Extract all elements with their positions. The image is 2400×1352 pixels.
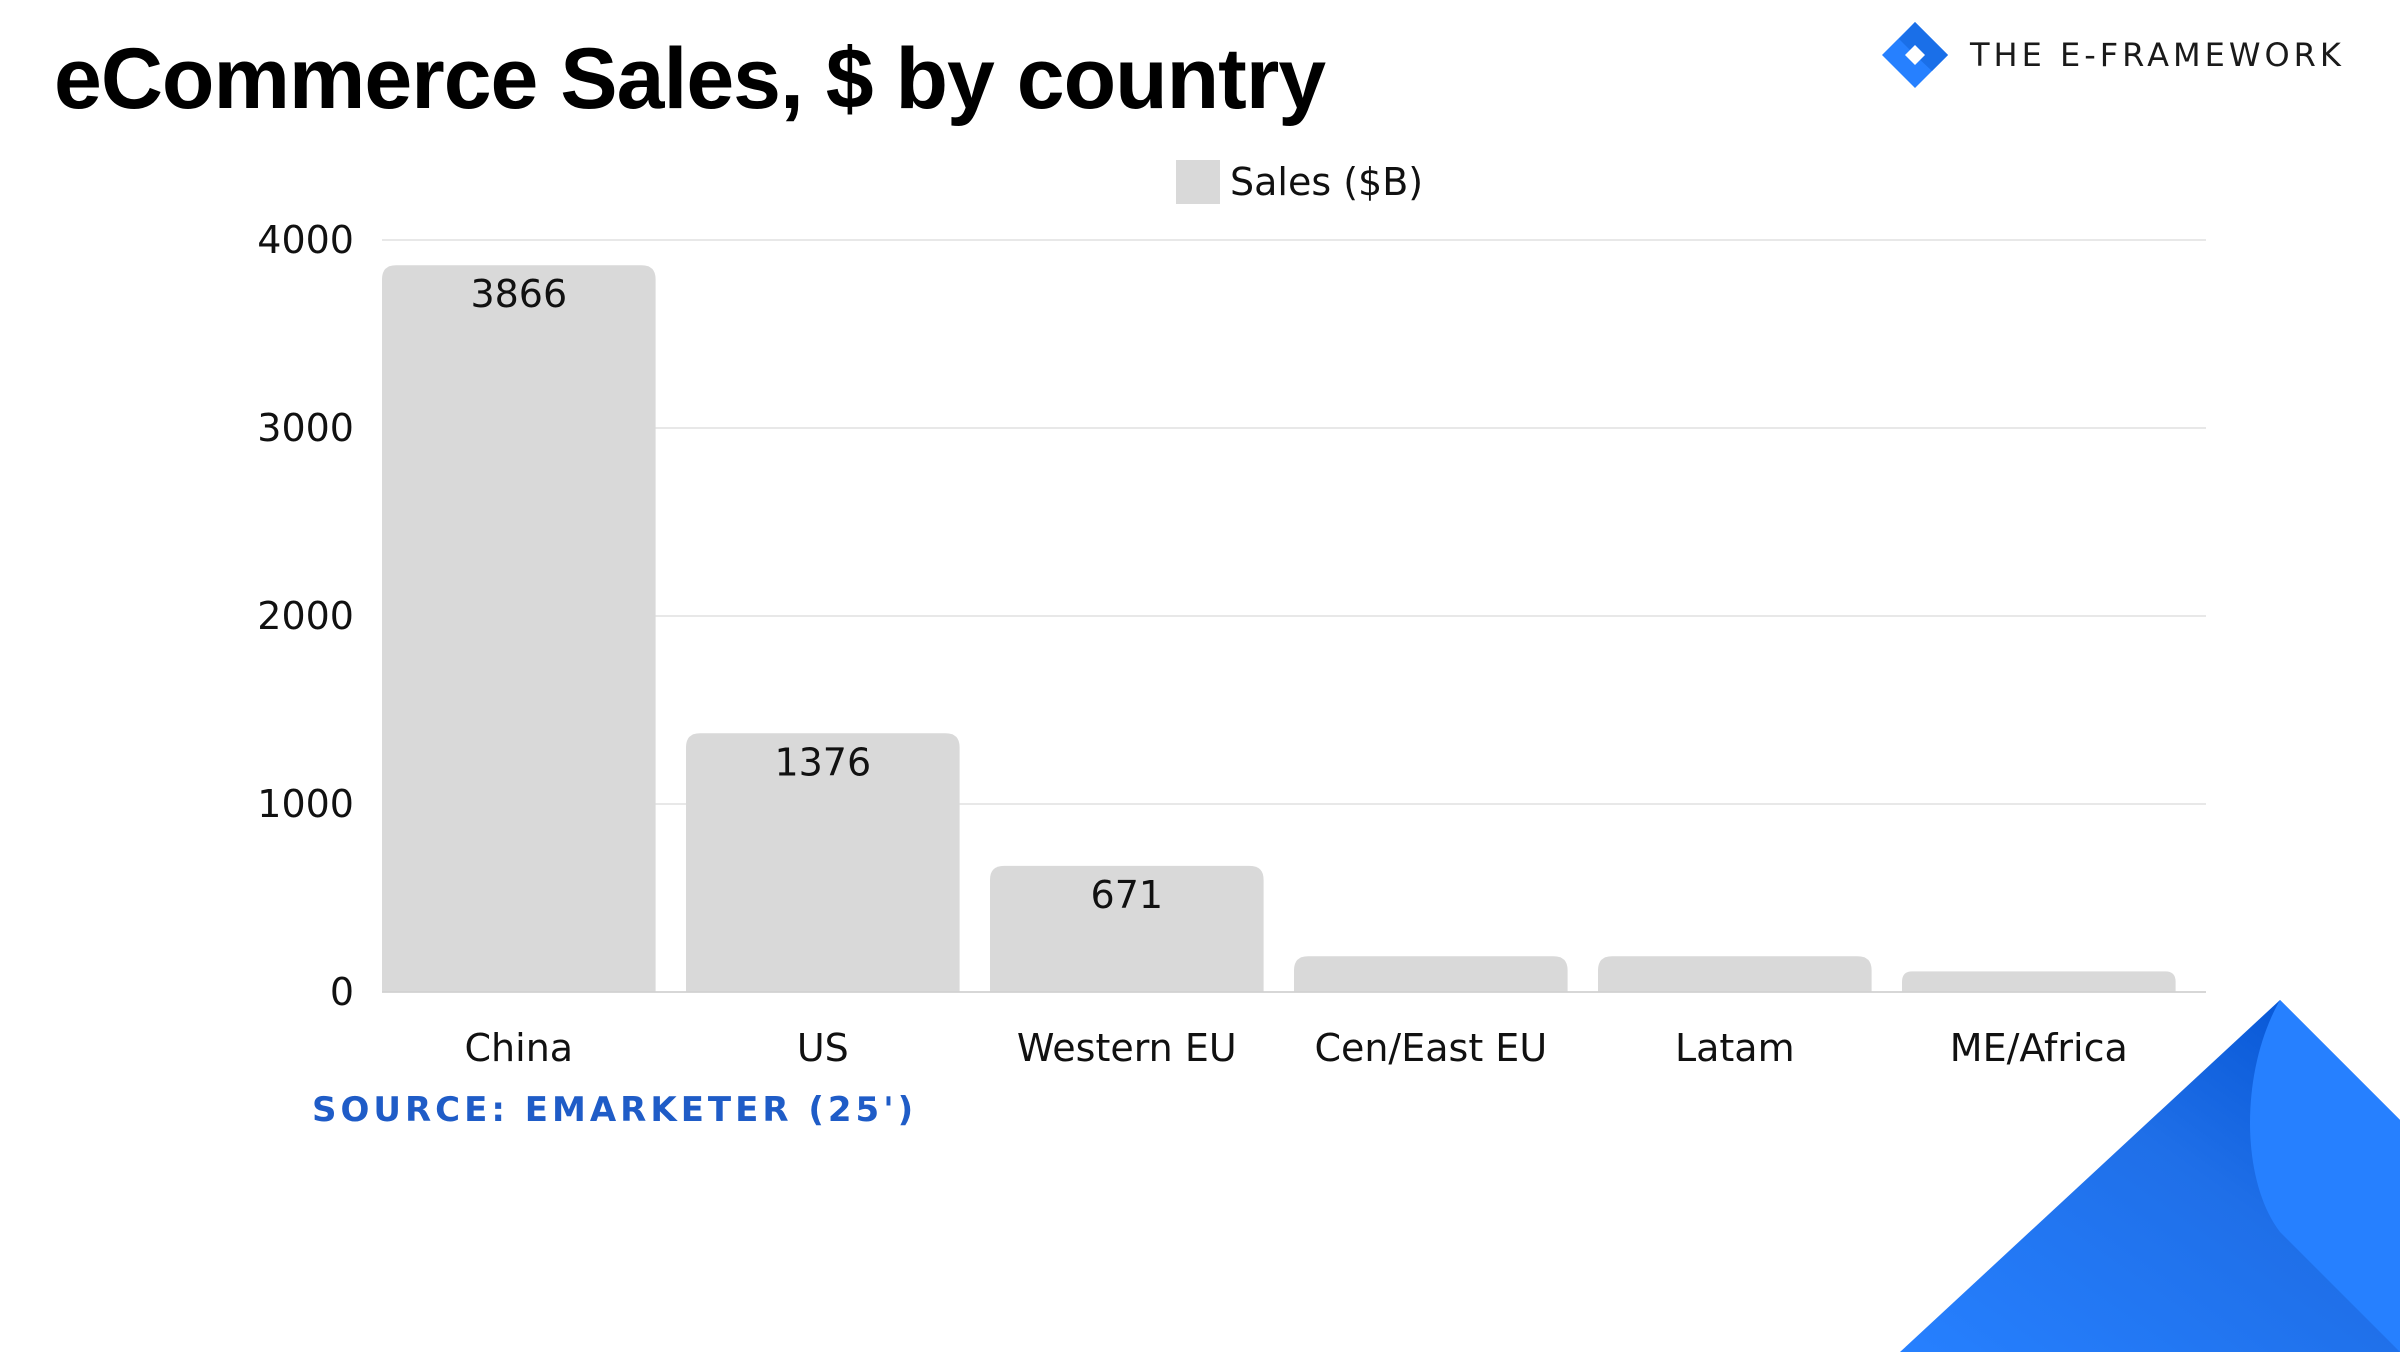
bar [1902, 971, 2176, 992]
y-tick-label: 0 [330, 970, 354, 1014]
y-tick-label: 3000 [257, 406, 354, 450]
x-tick-label: China [465, 1026, 574, 1070]
page-title: eCommerce Sales, $ by country [54, 31, 1326, 127]
x-tick-label: ME/Africa [1950, 1026, 2128, 1070]
y-tick-label: 1000 [257, 782, 354, 826]
bar [990, 865, 1264, 992]
data-label: 1376 [774, 740, 871, 784]
bar [686, 733, 960, 992]
chart-legend: Sales ($B) [1176, 160, 1423, 204]
brand: THE E-FRAMEWORK [1880, 20, 2345, 90]
x-tick-label: US [797, 1026, 849, 1070]
data-label: 671 [1091, 873, 1164, 917]
legend-swatch [1176, 160, 1220, 204]
x-tick-label: Latam [1675, 1026, 1795, 1070]
corner-decoration-icon [1900, 1000, 2400, 1352]
legend-label: Sales ($B) [1230, 160, 1424, 204]
x-tick-label: Cen/East EU [1314, 1026, 1547, 1070]
y-tick-label: 2000 [257, 594, 354, 638]
y-tick-label: 4000 [257, 218, 354, 262]
data-label: 3866 [470, 272, 567, 316]
bar [382, 265, 656, 992]
source-note: SOURCE: EMARKETER (25') [312, 1090, 918, 1130]
diamond-logo-icon [1882, 22, 1948, 88]
x-tick-label: Western EU [1017, 1026, 1237, 1070]
brand-name: THE E-FRAMEWORK [1970, 36, 2345, 74]
bar [1598, 956, 1872, 992]
bar [1294, 956, 1568, 992]
